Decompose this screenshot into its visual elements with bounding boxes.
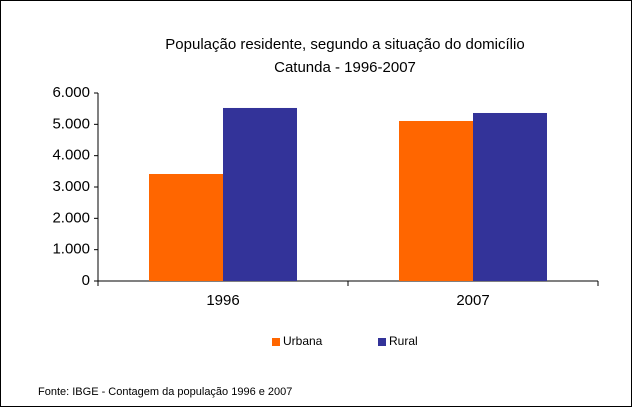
bar <box>473 112 547 282</box>
legend-label: Urbana <box>283 334 323 348</box>
x-tick-label: 1996 <box>206 292 239 309</box>
y-tick-label: 6.000 <box>52 84 90 101</box>
x-tick-label: 2007 <box>456 292 489 309</box>
y-tick-label: 3.000 <box>52 178 90 195</box>
y-tick-label: 2.000 <box>52 209 90 226</box>
y-tick-label: 4.000 <box>52 147 90 164</box>
legend-swatch <box>272 338 280 346</box>
bar <box>149 173 223 281</box>
y-tick-label: 0 <box>82 272 90 289</box>
chart-subtitle: Catunda - 1996-2007 <box>274 59 416 76</box>
legend-label: Rural <box>389 334 418 348</box>
legend-swatch <box>378 338 386 346</box>
y-tick-label: 1.000 <box>52 241 90 258</box>
chart-title: População residente, segundo a situação … <box>165 36 524 53</box>
bar <box>223 107 297 282</box>
source-note: Fonte: IBGE - Contagem da população 1996… <box>38 386 292 398</box>
y-tick-label: 5.000 <box>52 115 90 132</box>
bar <box>399 120 473 281</box>
